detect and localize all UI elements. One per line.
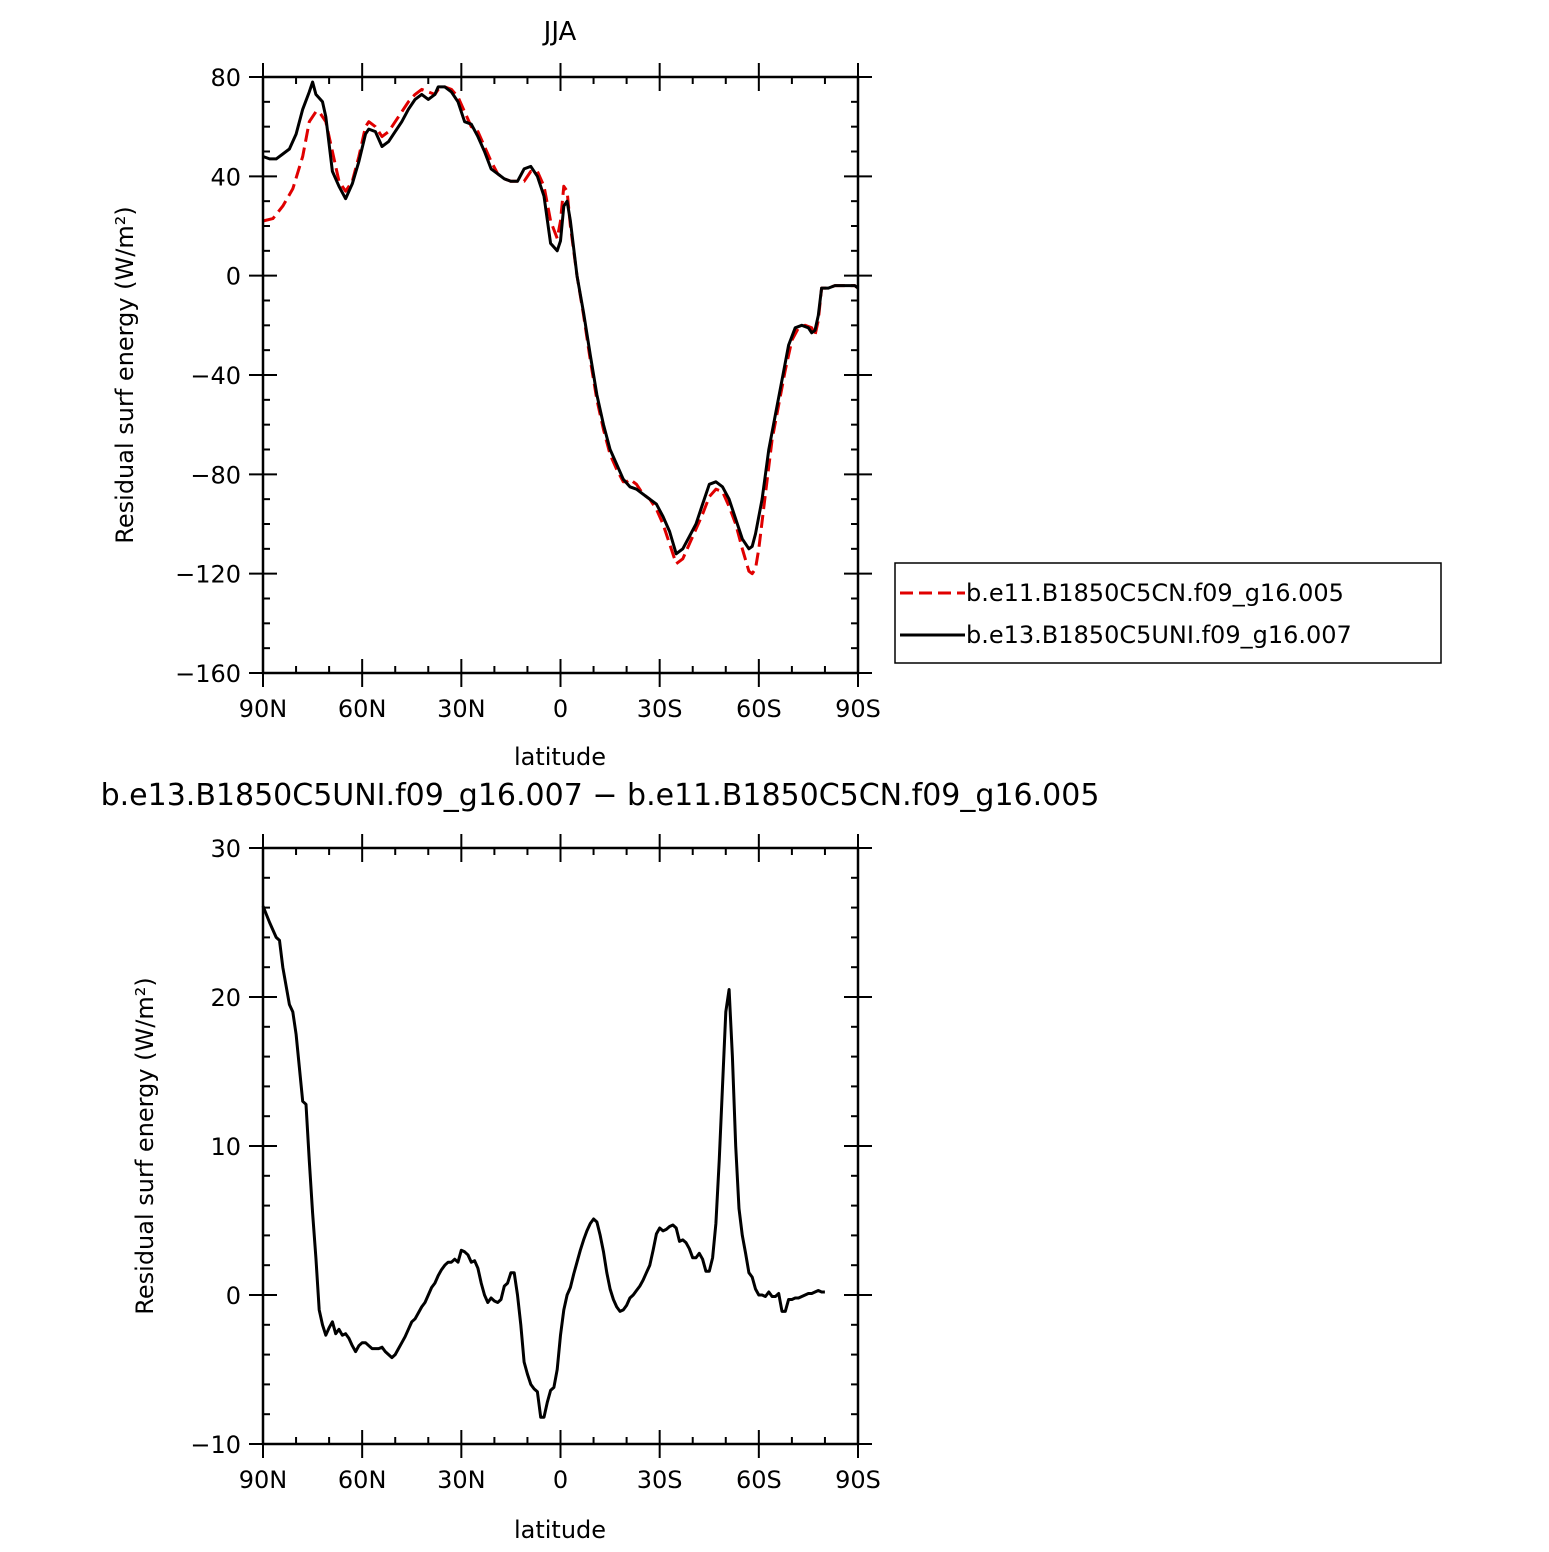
y-tick-label: −120	[175, 561, 241, 589]
bottom-chart-title: b.e13.B1850C5UNI.f09_g16.007 − b.e11.B18…	[101, 778, 1100, 813]
x-tick-label: 60N	[338, 1466, 387, 1494]
top-chart-lines	[262, 80, 859, 576]
legend-label-e11: b.e11.B1850C5CN.f09_g16.005	[966, 579, 1344, 607]
bottom-chart-lines	[261, 905, 825, 1419]
x-tick-label: 60S	[736, 1466, 782, 1494]
x-tick-label: 0	[553, 1466, 568, 1494]
x-tick-label: 60S	[736, 695, 782, 723]
x-tick-label: 30S	[637, 695, 683, 723]
x-tick-label: 60N	[338, 695, 387, 723]
y-tick-label: −40	[190, 362, 241, 390]
x-tick-label: 30N	[437, 695, 486, 723]
series-line-0	[261, 905, 825, 1419]
legend-label-e13: b.e13.B1850C5UNI.f09_g16.007	[966, 621, 1352, 649]
y-tick-label: −10	[190, 1431, 241, 1459]
bottom-chart-frame	[261, 846, 860, 1446]
top-chart-ticks: 90N 60N 30N 0 30S 60S 90S 80 40 0 −40 −80 −120 −160	[175, 63, 881, 723]
y-tick-label: 10	[210, 1133, 241, 1161]
x-tick-label: 0	[553, 695, 568, 723]
series-line-1	[262, 80, 859, 556]
y-tick-label: 40	[210, 163, 241, 191]
top-chart-frame	[261, 75, 860, 675]
legend-box	[894, 562, 1442, 664]
top-chart-ylabel: Residual surf energy (W/m²)	[111, 206, 139, 543]
y-tick-label: 80	[210, 64, 241, 92]
y-tick-label: 0	[226, 263, 241, 291]
x-tick-label: 30N	[437, 1466, 486, 1494]
top-chart: JJA 90N 60N 30N 0 30S 60S 90S 80 40 0 −40 −80 −120 −1…	[111, 17, 881, 771]
top-chart-xlabel: latitude	[514, 743, 606, 771]
legend: b.e11.B1850C5CN.f09_g16.005 b.e13.B1850C…	[894, 562, 1442, 664]
bottom-chart-ticks: 90N 60N 30N 0 30S 60S 90S 30 20 10 0 −10	[190, 834, 881, 1494]
x-tick-label: 90N	[239, 1466, 288, 1494]
y-tick-label: −80	[190, 461, 241, 489]
bottom-chart: b.e13.B1850C5UNI.f09_g16.007 − b.e11.B18…	[101, 778, 1100, 1544]
y-tick-label: 0	[226, 1282, 241, 1310]
y-tick-label: 30	[210, 835, 241, 863]
bottom-chart-ylabel: Residual surf energy (W/m²)	[131, 977, 159, 1314]
y-tick-label: 20	[210, 984, 241, 1012]
x-tick-label: 90N	[239, 695, 288, 723]
x-tick-label: 90S	[835, 695, 881, 723]
x-tick-label: 90S	[835, 1466, 881, 1494]
series-line-0	[262, 85, 859, 576]
x-tick-label: 30S	[637, 1466, 683, 1494]
top-chart-title: JJA	[542, 17, 577, 47]
bottom-chart-xlabel: latitude	[514, 1516, 606, 1544]
y-tick-label: −160	[175, 660, 241, 688]
